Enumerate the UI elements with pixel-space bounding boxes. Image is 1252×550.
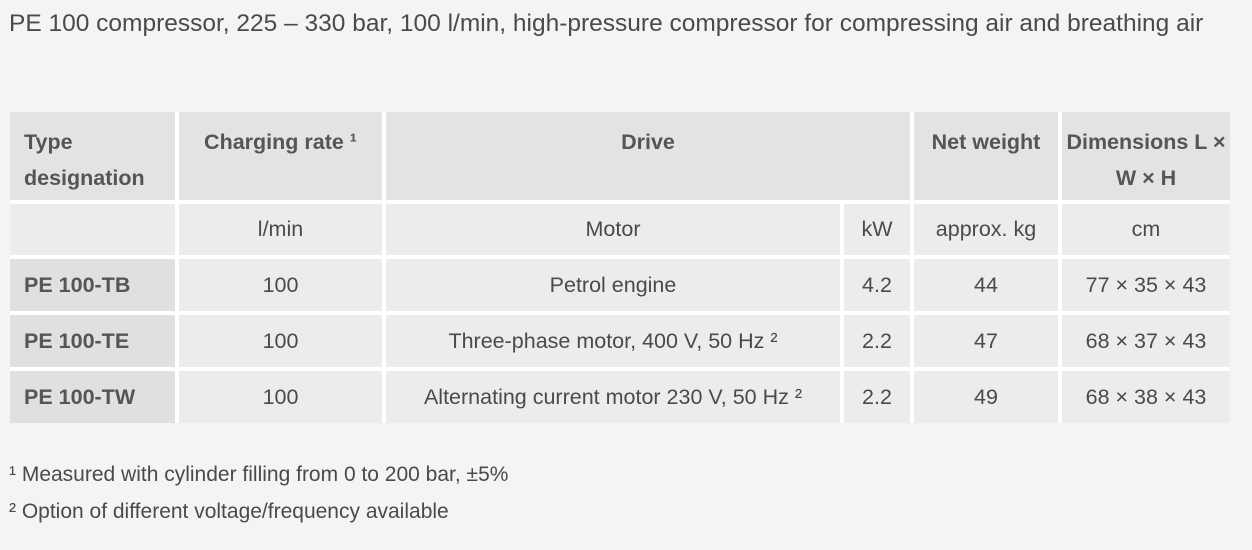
data-cell: 44 xyxy=(914,259,1058,311)
header-cell: Drive xyxy=(386,112,910,200)
type-cell: PE 100-TW xyxy=(10,371,175,423)
data-cell: 49 xyxy=(914,371,1058,423)
footnotes: ¹ Measured with cylinder filling from 0 … xyxy=(9,456,508,530)
data-cell: 68 × 38 × 43 xyxy=(1062,371,1230,423)
data-cell: 47 xyxy=(914,315,1058,367)
data-cell: 2.2 xyxy=(844,315,910,367)
data-cell: 4.2 xyxy=(844,259,910,311)
footnote: ² Option of different voltage/frequency … xyxy=(9,500,449,523)
type-cell: PE 100-TB xyxy=(10,259,175,311)
data-cell: 2.2 xyxy=(844,371,910,423)
footnote: ¹ Measured with cylinder filling from 0 … xyxy=(9,463,509,486)
unit-cell: cm xyxy=(1062,204,1230,255)
unit-cell: l/min xyxy=(179,204,382,255)
header-cell: Type designation xyxy=(10,112,175,200)
header-cell: Net weight xyxy=(914,112,1058,200)
data-cell: Three-phase motor, 400 V, 50 Hz ² xyxy=(386,315,840,367)
unit-cell: kW xyxy=(844,204,910,255)
unit-cell: Motor xyxy=(386,204,840,255)
spec-table: Type designation Charging rate ¹ Drive N… xyxy=(10,112,1230,423)
header-cell: Dimensions L × W × H xyxy=(1062,112,1230,200)
title: PE 100 compressor, 225 – 330 bar, 100 l/… xyxy=(9,10,1204,37)
data-cell: Alternating current motor 230 V, 50 Hz ² xyxy=(386,371,840,423)
data-cell: 68 × 37 × 43 xyxy=(1062,315,1230,367)
data-cell: 100 xyxy=(179,259,382,311)
type-cell: PE 100-TE xyxy=(10,315,175,367)
data-cell: 100 xyxy=(179,371,382,423)
data-cell: 77 × 35 × 43 xyxy=(1062,259,1230,311)
unit-cell xyxy=(10,204,175,255)
data-cell: 100 xyxy=(179,315,382,367)
data-cell: Petrol engine xyxy=(386,259,840,311)
header-cell: Charging rate ¹ xyxy=(179,112,382,200)
unit-cell: approx. kg xyxy=(914,204,1058,255)
